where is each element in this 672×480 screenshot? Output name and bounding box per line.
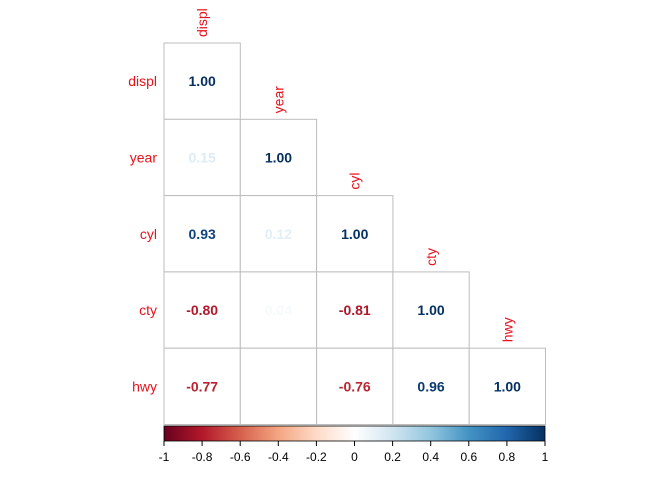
cell-value-hwy-cyl: -0.76 xyxy=(339,378,371,394)
colorbar-tick-label: 0.4 xyxy=(422,450,439,464)
colorbar-tick-label: -1 xyxy=(159,450,170,464)
cell-cyl-year xyxy=(239,195,318,273)
row-labels: displ year cyl cty hwy xyxy=(128,73,157,394)
cell-hwy-hwy xyxy=(468,347,547,426)
row-label-displ: displ xyxy=(128,73,157,89)
cell-value-cty-cyl: -0.81 xyxy=(339,302,371,318)
cell-cty-cty xyxy=(392,271,470,349)
cell-year-displ xyxy=(163,118,241,197)
cell-year-year xyxy=(239,118,318,197)
cell-value-cty-year: 0.04 xyxy=(265,302,292,318)
colorbar-tick-label: -0.8 xyxy=(192,450,213,464)
colorbar-tick-label: -0.6 xyxy=(230,450,251,464)
colorbar-tick-label: 0.6 xyxy=(460,450,477,464)
cell-value-hwy-displ: -0.77 xyxy=(186,378,218,394)
cell-value-cty-displ: -0.80 xyxy=(186,302,218,318)
cell-cyl-displ xyxy=(163,195,241,273)
cell-displ-displ xyxy=(163,42,241,120)
row-label-hwy: hwy xyxy=(132,378,157,394)
cell-cty-year xyxy=(239,271,318,349)
colorbar: -1 -0.8 -0.6 -0.4 -0.2 0 0.2 0.4 0.6 0.8 1 xyxy=(159,425,549,464)
cell-cyl-cyl xyxy=(316,195,394,273)
row-label-cyl: cyl xyxy=(140,226,157,242)
column-label-cty: cty xyxy=(423,248,439,266)
cell-value-cty-cty: 1.00 xyxy=(417,302,444,318)
cell-hwy-cty xyxy=(392,347,470,426)
colorbar-tick-label: 0 xyxy=(351,450,358,464)
cell-value-displ-displ: 1.00 xyxy=(189,73,216,89)
column-label-hwy: hwy xyxy=(499,317,515,342)
cell-value-hwy-hwy: 1.00 xyxy=(494,378,521,394)
row-label-cty: cty xyxy=(139,302,157,318)
colorbar-tick-label: 1 xyxy=(542,450,549,464)
colorbar-tick-label: 0.8 xyxy=(499,450,516,464)
cell-value-hwy-cty: 0.96 xyxy=(417,378,444,394)
matrix-cells: 1.00 0.15 1.00 0.93 0.12 1.00 -0.80 0.04 -0.81 1.… xyxy=(163,42,547,426)
cell-value-year-year: 1.00 xyxy=(265,149,292,165)
cell-hwy-year xyxy=(239,347,318,426)
column-label-cyl: cyl xyxy=(347,172,363,189)
column-label-year: year xyxy=(270,86,286,114)
row-label-year: year xyxy=(130,149,158,165)
cell-value-cyl-year: 0.12 xyxy=(265,226,292,242)
colorbar-tick-label: -0.4 xyxy=(268,450,289,464)
column-label-displ: displ xyxy=(194,8,210,37)
cell-hwy-cyl xyxy=(316,347,394,426)
cell-value-cyl-displ: 0.93 xyxy=(189,226,216,242)
colorbar-tick-label: -0.2 xyxy=(306,450,327,464)
column-labels: displ year cyl cty hwy xyxy=(194,8,515,342)
colorbar-gradient xyxy=(163,425,546,442)
cell-value-cyl-cyl: 1.00 xyxy=(341,226,368,242)
cell-value-year-displ: 0.15 xyxy=(189,149,216,165)
colorbar-tick-label: 0.2 xyxy=(384,450,401,464)
